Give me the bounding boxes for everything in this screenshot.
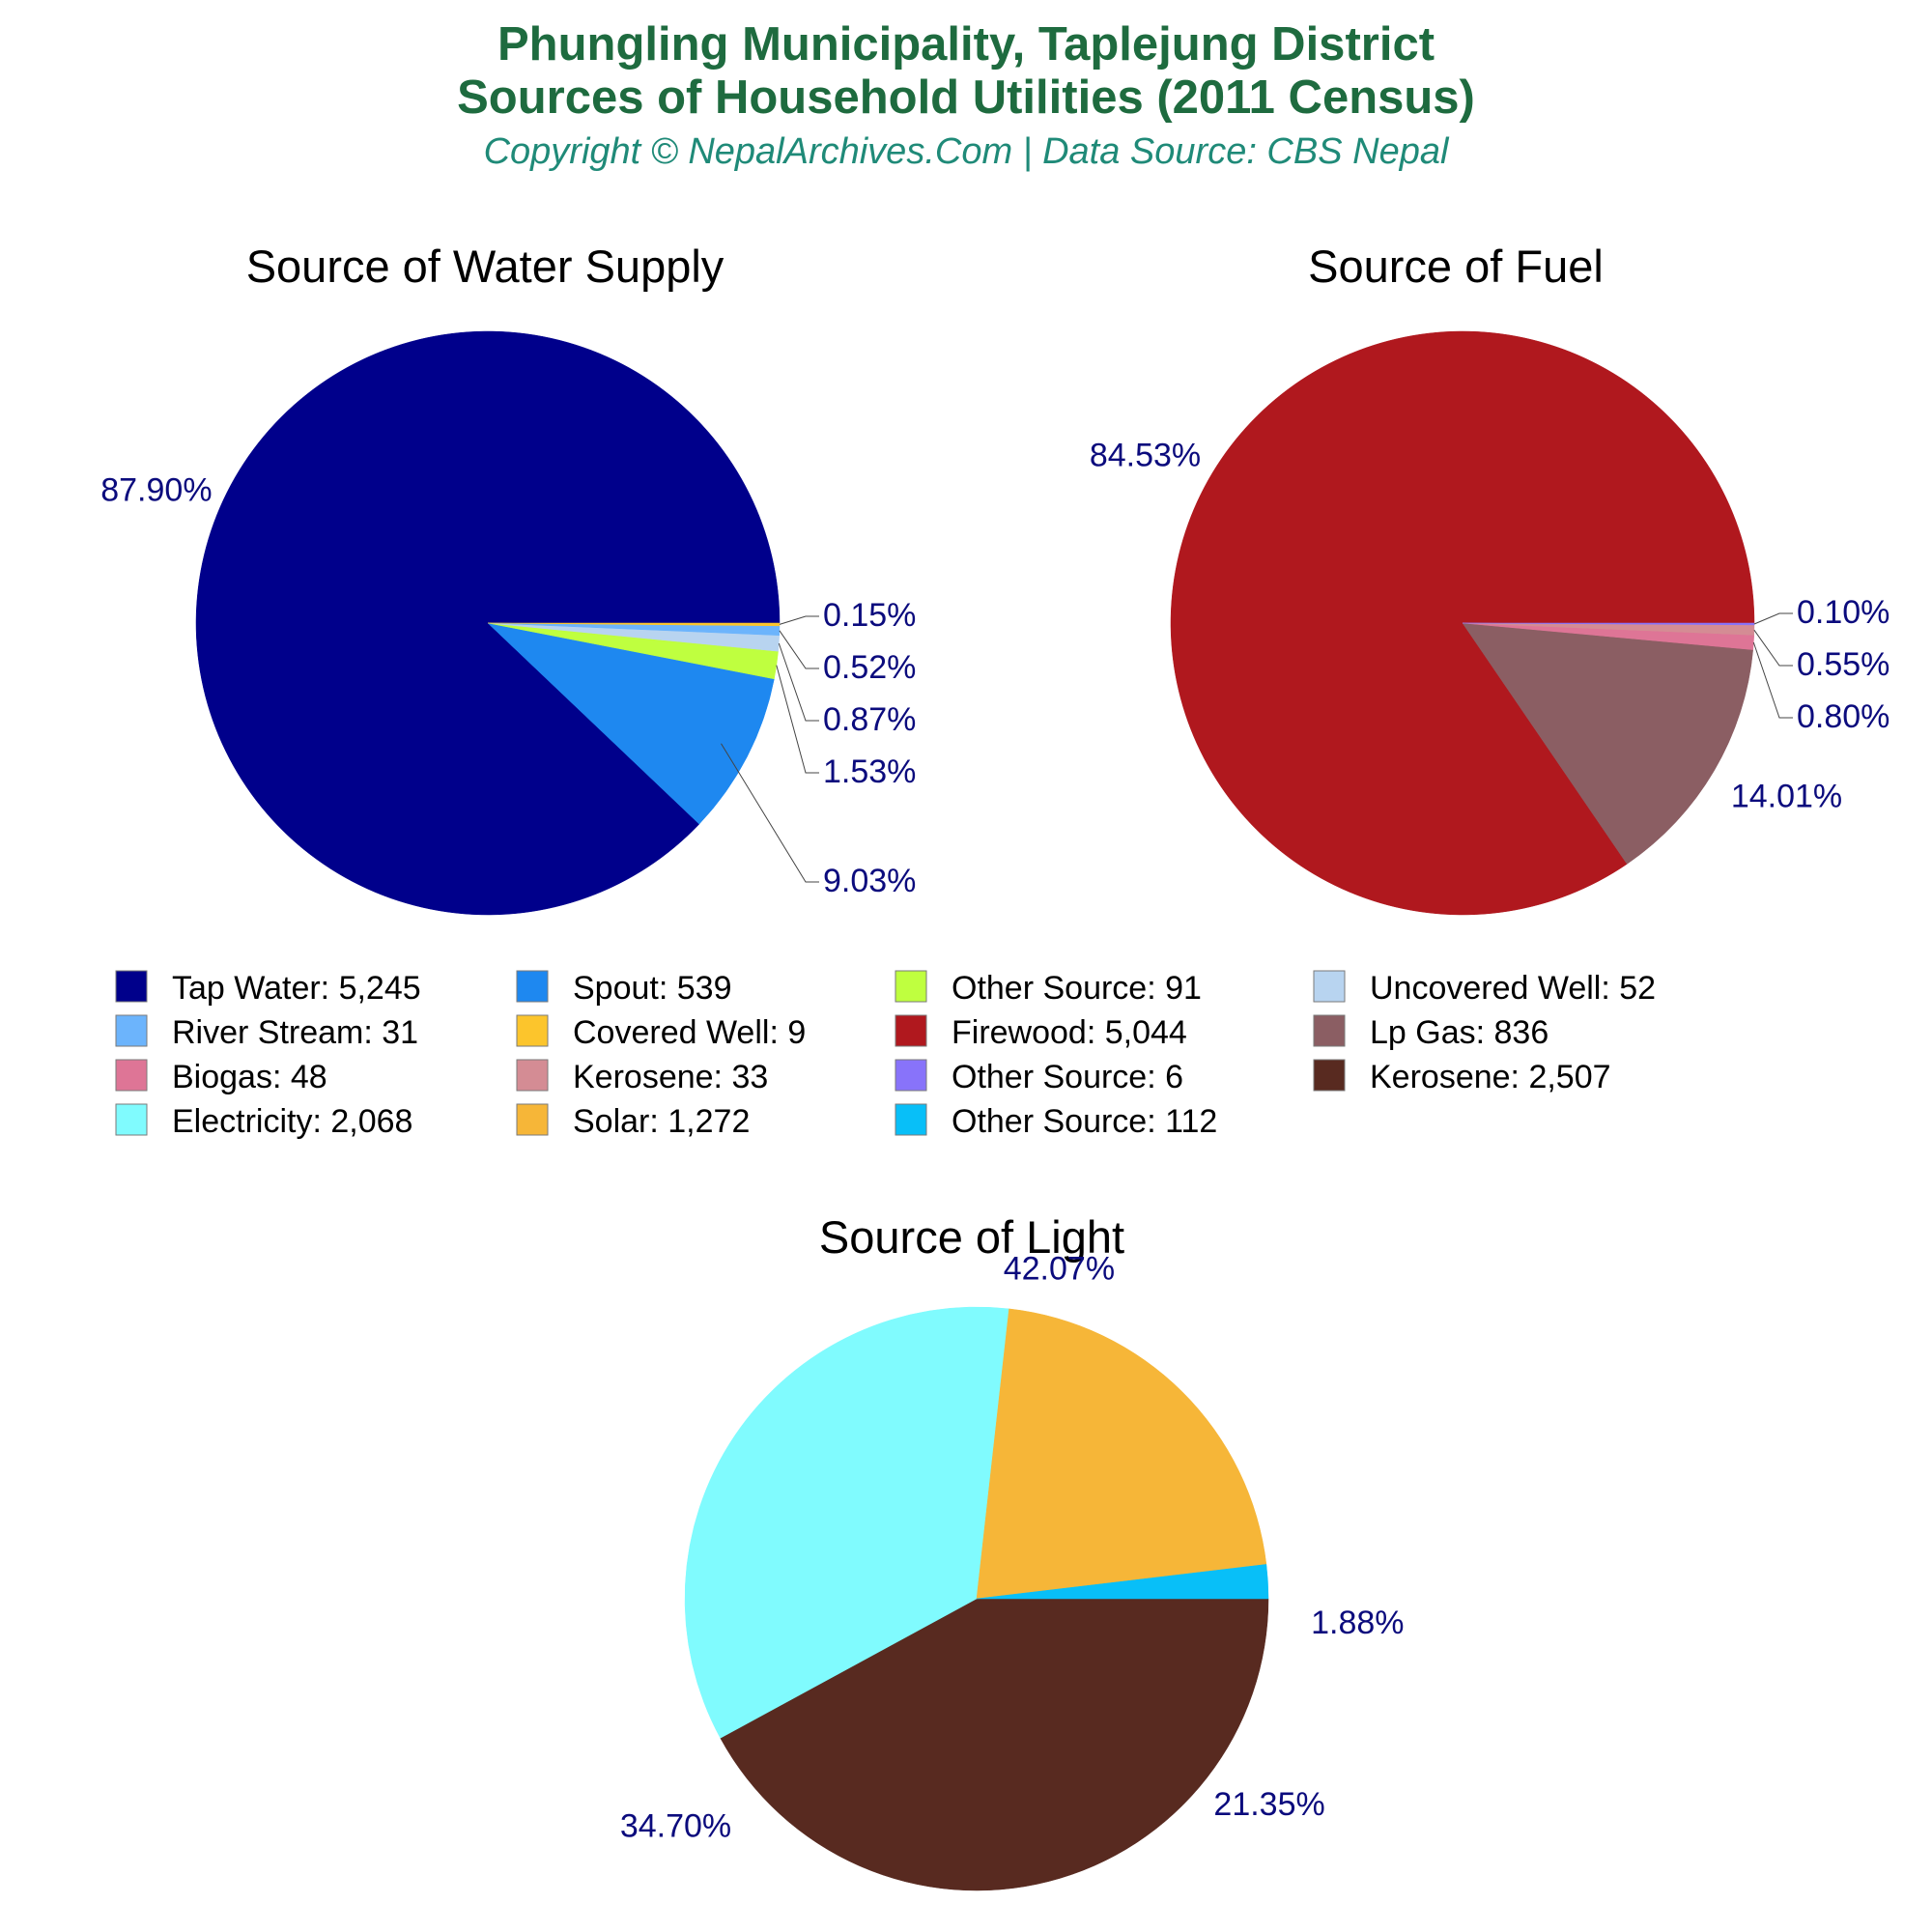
legend-label: River Stream: 31 <box>172 1014 418 1051</box>
slice-percent-label: 84.53% <box>1090 437 1201 473</box>
leader-line <box>776 665 819 774</box>
fuel-pie: 84.53% 14.01% 0.80% 0.55% 0.10% <box>1090 330 1889 916</box>
pie-slice <box>487 622 775 825</box>
legend-label: Other Source: 6 <box>952 1059 1183 1095</box>
slice-percent-label: 0.15% <box>823 597 916 634</box>
legend-swatch <box>115 1103 148 1136</box>
light-pie: 42.07% 34.70% 21.35% 1.88% <box>620 1251 1405 1891</box>
legend-label: Lp Gas: 836 <box>1370 1014 1548 1051</box>
legend-label: Covered Well: 9 <box>573 1014 806 1051</box>
slice-percent-label: 1.53% <box>823 753 916 790</box>
water-chart-title: Source of Water Supply <box>246 241 724 292</box>
pie-slice <box>1462 622 1754 865</box>
page-title-line2: Sources of Household Utilities (2011 Cen… <box>457 71 1475 124</box>
slice-percent-label: 0.80% <box>1797 698 1889 735</box>
page-title-line1: Phungling Municipality, Taplejung Distri… <box>497 18 1435 71</box>
legend-label: Solar: 1,272 <box>573 1103 750 1140</box>
legend-label: Electricity: 2,068 <box>172 1103 412 1140</box>
leader-line <box>779 615 819 625</box>
slice-percent-label: 0.52% <box>823 649 916 686</box>
slice-percent-label: 0.10% <box>1797 594 1889 631</box>
pie-slice <box>976 1564 1269 1600</box>
pie-slice <box>976 1308 1267 1600</box>
slice-percent-label: 87.90% <box>100 471 212 508</box>
legend: Tap Water: 5,245 Spout: 539 Other Source: … <box>115 970 1656 1140</box>
legend-swatch <box>115 970 148 1003</box>
leader-line <box>1753 629 1793 667</box>
legend-swatch <box>895 1103 927 1136</box>
legend-swatch <box>115 1014 148 1047</box>
legend-swatch <box>516 1103 549 1136</box>
slice-percent-label: 0.55% <box>1797 646 1889 683</box>
pie-slice <box>684 1306 1009 1739</box>
slice-percent-label: 9.03% <box>823 863 916 899</box>
legend-swatch <box>516 1014 549 1047</box>
legend-label: Tap Water: 5,245 <box>172 970 421 1007</box>
water-supply-pie: 87.90% 9.03% 1.53% 0.87% 0.52% 0.15% <box>100 330 916 916</box>
pie-slice <box>487 622 781 627</box>
legend-label: Spout: 539 <box>573 970 731 1007</box>
legend-swatch <box>516 1059 549 1092</box>
leader-line <box>779 630 819 669</box>
legend-label: Kerosene: 33 <box>573 1059 768 1095</box>
slice-percent-label: 34.70% <box>620 1808 731 1845</box>
legend-swatch <box>1313 970 1346 1003</box>
leader-line <box>1753 612 1793 625</box>
light-chart-title: Source of Light <box>819 1211 1124 1263</box>
pie-slice <box>720 1598 1269 1891</box>
legend-label: Uncovered Well: 52 <box>1370 970 1656 1007</box>
leader-line <box>778 642 819 722</box>
leader-line <box>721 743 819 883</box>
legend-label: Biogas: 48 <box>172 1059 327 1095</box>
slice-percent-label: 1.88% <box>1311 1605 1404 1641</box>
slice-percent-label: 14.01% <box>1731 778 1842 814</box>
legend-label: Other Source: 91 <box>952 970 1202 1007</box>
legend-swatch <box>115 1059 148 1092</box>
legend-swatch <box>1313 1059 1346 1092</box>
leader-line <box>1752 641 1793 719</box>
legend-label: Kerosene: 2,507 <box>1370 1059 1611 1095</box>
legend-swatch <box>895 1014 927 1047</box>
slice-percent-label: 42.07% <box>1004 1251 1115 1288</box>
legend-swatch <box>516 970 549 1003</box>
legend-swatch <box>1313 1014 1346 1047</box>
legend-swatch <box>895 970 927 1003</box>
page-subtitle: Copyright © NepalArchives.Com | Data Sou… <box>484 131 1450 172</box>
fuel-chart-title: Source of Fuel <box>1308 241 1604 292</box>
slice-percent-label: 0.87% <box>823 701 916 738</box>
legend-swatch <box>895 1059 927 1092</box>
legend-label: Firewood: 5,044 <box>952 1014 1187 1051</box>
legend-label: Other Source: 112 <box>952 1103 1217 1140</box>
slice-percent-label: 21.35% <box>1213 1786 1324 1823</box>
